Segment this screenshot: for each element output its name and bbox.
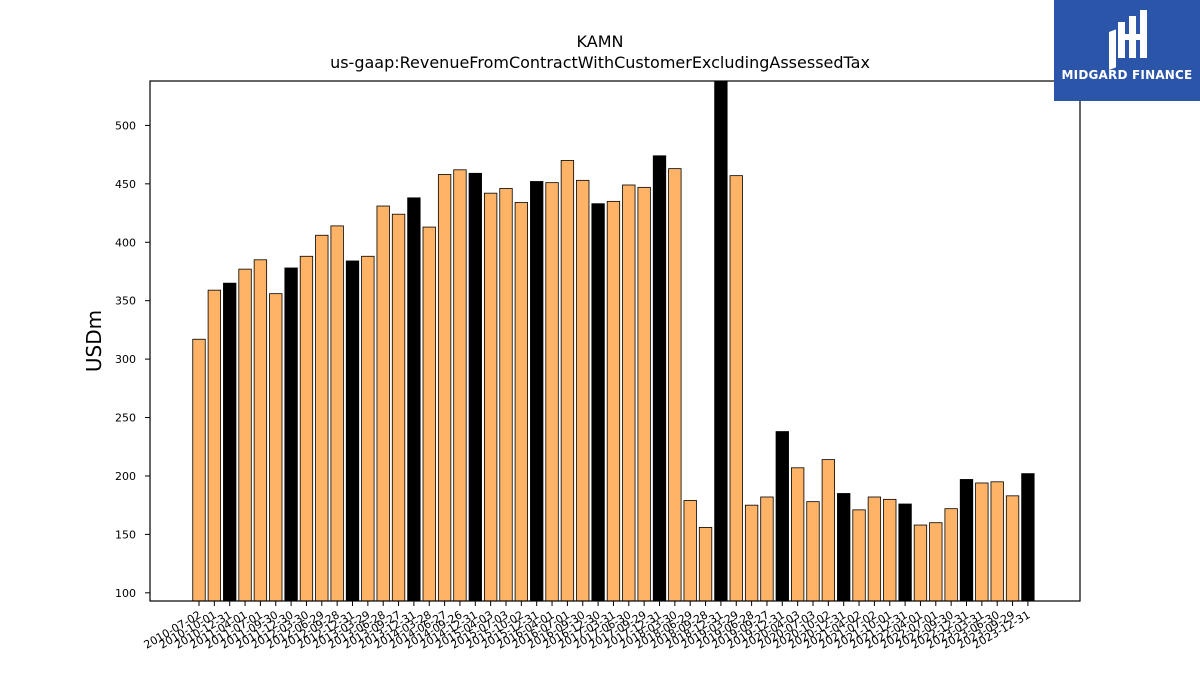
y-tick-label: 300 — [115, 353, 136, 366]
chart-subtitle: us-gaap:RevenueFromContractWithCustomerE… — [330, 53, 870, 72]
bar — [330, 225, 344, 602]
bar — [1021, 473, 1035, 602]
midgard-logo-icon — [1109, 10, 1147, 70]
bar — [929, 522, 943, 602]
bar — [407, 197, 421, 602]
bar — [238, 268, 252, 602]
bar — [315, 234, 329, 602]
bar — [545, 182, 559, 602]
midgard-finance-logo: MIDGARD FINANCE — [1054, 0, 1200, 101]
bar — [576, 179, 590, 602]
bar — [1005, 495, 1020, 602]
bar — [223, 282, 237, 602]
bar — [299, 255, 314, 602]
y-tick-label: 450 — [115, 178, 136, 191]
y-tick-label: 400 — [115, 236, 136, 249]
bar — [775, 431, 789, 602]
y-tick-label: 350 — [115, 295, 136, 308]
bar — [591, 203, 605, 602]
bar — [944, 508, 958, 602]
bar — [729, 175, 743, 602]
plot-frame — [149, 80, 1081, 602]
bar — [867, 496, 882, 602]
bar — [192, 338, 206, 602]
bar — [376, 205, 390, 602]
bar — [468, 172, 482, 602]
y-tick-label: 150 — [115, 528, 136, 541]
y-tick-label: 500 — [115, 119, 136, 132]
bar — [207, 289, 222, 602]
bar — [269, 293, 283, 602]
bar — [284, 267, 298, 602]
bar — [437, 174, 452, 602]
bar — [253, 259, 268, 602]
chart-title: KAMN — [576, 32, 624, 51]
bar — [913, 524, 928, 602]
y-tick-label: 100 — [115, 587, 136, 600]
bar — [791, 467, 805, 602]
bar — [514, 202, 528, 602]
bar — [714, 80, 728, 602]
bar — [530, 181, 544, 602]
y-tick-label: 200 — [115, 470, 136, 483]
bar — [760, 496, 774, 602]
bar — [499, 188, 513, 602]
logo-text: MIDGARD FINANCE — [1061, 68, 1193, 82]
bar — [652, 155, 667, 602]
bar — [698, 526, 713, 602]
bar — [422, 226, 436, 602]
bar — [990, 481, 1004, 602]
bar — [837, 493, 851, 602]
bar — [744, 504, 759, 602]
bar — [560, 160, 575, 602]
bar — [683, 500, 697, 602]
bar — [361, 255, 375, 602]
bar — [606, 200, 621, 602]
bar — [637, 186, 651, 602]
bar — [668, 168, 682, 602]
bar — [821, 459, 835, 602]
y-tick-label: 250 — [115, 412, 136, 425]
bar — [453, 169, 467, 602]
bar — [391, 213, 406, 602]
bar — [806, 501, 820, 602]
bar — [883, 498, 897, 602]
bar — [345, 260, 360, 602]
bar — [898, 503, 912, 602]
bar — [483, 192, 498, 602]
bar — [959, 479, 974, 602]
bar — [975, 482, 989, 602]
bar — [622, 184, 636, 602]
y-axis-label: USDm — [82, 310, 106, 372]
bar — [852, 509, 866, 602]
